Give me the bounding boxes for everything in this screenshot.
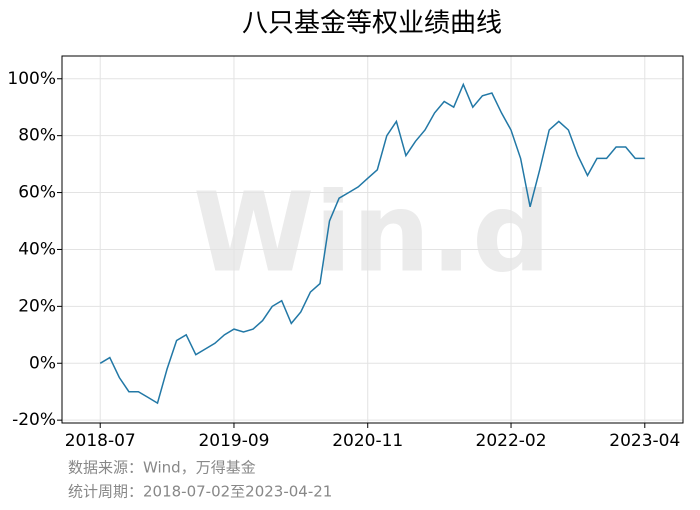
chart-title: 八只基金等权业绩曲线 — [242, 9, 502, 39]
x-tick-label: 2018-07 — [65, 431, 136, 451]
y-tick-label: 0% — [29, 353, 56, 373]
watermark: Win.d — [193, 168, 551, 296]
period-note: 统计周期：2018-07-02至2023-04-21 — [68, 483, 332, 501]
x-tick-label: 2019-09 — [198, 431, 269, 451]
plot-frame — [61, 55, 684, 424]
series-line — [99, 82, 645, 405]
source-note: 数据来源：Wind，万得基金 — [68, 459, 256, 477]
y-tick-label: 80% — [18, 126, 56, 146]
x-tick-label: 2020-11 — [332, 431, 403, 451]
y-tick-label: 20% — [18, 296, 56, 316]
x-tick-label: 2022-02 — [476, 431, 547, 451]
y-tick-label: 100% — [7, 69, 56, 89]
x-tick-label: 2023-04 — [609, 431, 680, 451]
y-tick-label: 40% — [18, 239, 56, 259]
y-tick-label: 60% — [18, 183, 56, 203]
y-tick-label: -20% — [12, 410, 56, 430]
